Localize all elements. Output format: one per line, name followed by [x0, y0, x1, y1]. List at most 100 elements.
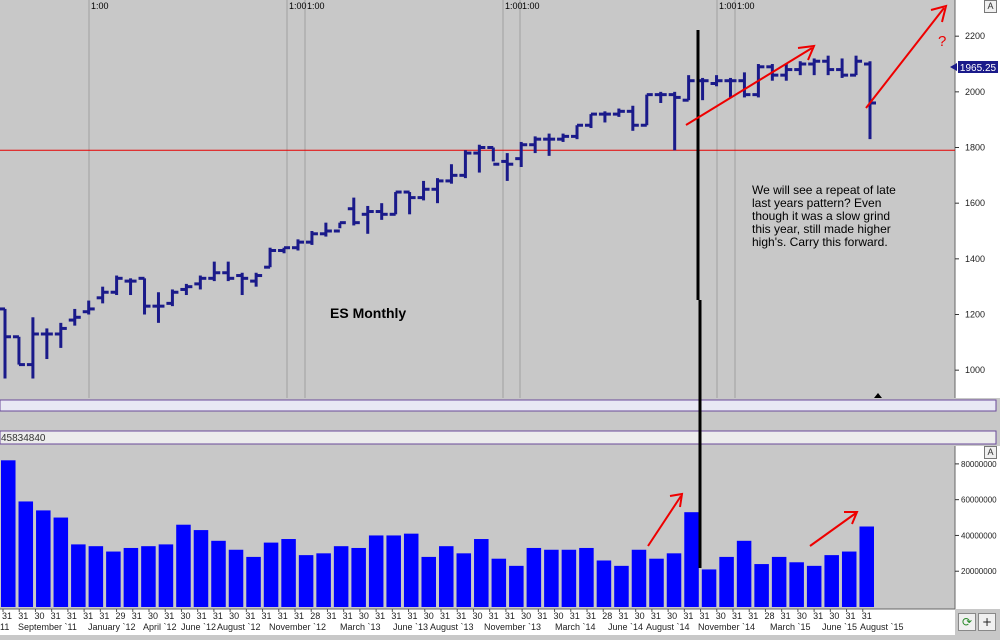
ohlc-bar: [501, 153, 514, 181]
time-tick-day: 31: [99, 611, 109, 621]
price-tick-label: 2000: [965, 87, 985, 97]
arrow-up-2: [865, 7, 945, 109]
volume-bar: [649, 558, 664, 607]
ohlc-bar: [333, 221, 346, 233]
plus-icon[interactable]: +: [978, 613, 996, 631]
time-axis: [0, 609, 955, 635]
time-tick-day: 31: [67, 611, 77, 621]
ohlc-bar: [571, 123, 584, 140]
time-tick-month: June `12: [181, 622, 216, 632]
ohlc-bar: [347, 197, 360, 226]
arrow-head-vol-2: [844, 511, 859, 525]
volume-bar: [71, 544, 86, 607]
refresh-icon[interactable]: ⟳: [958, 613, 976, 631]
volume-bar: [421, 556, 436, 607]
ohlc-bar: [794, 61, 807, 76]
ohlc-bar: [850, 55, 863, 77]
time-tick-day: 30: [424, 611, 434, 621]
volume-bar: [123, 547, 139, 607]
volume-bar: [754, 564, 769, 607]
time-tick-day: 31: [570, 611, 580, 621]
arrow-head-vol-1: [669, 492, 684, 508]
ohlc-bar: [403, 190, 416, 215]
time-tick-day: 31: [408, 611, 418, 621]
volume-bar: [684, 512, 699, 607]
volume-bar: [351, 547, 366, 607]
time-tick-day: 31: [586, 611, 596, 621]
ohlc-bar: [389, 190, 402, 216]
ohlc-bar: [738, 72, 751, 98]
ohlc-bar: [822, 55, 835, 76]
arrow-up-1: [685, 47, 813, 126]
volume-tick-label: 60000000: [961, 496, 997, 505]
price-label: 1965.25: [960, 63, 997, 74]
volume-bar: [474, 539, 489, 607]
price-tick-label: 1000: [965, 365, 985, 375]
time-tick-month: June `14: [608, 622, 643, 632]
session-label: 1:00: [522, 1, 540, 11]
price-ticks: 1000 1200 1400 1600 1800 2000 2200: [955, 31, 985, 375]
volume-bar: [246, 556, 261, 607]
time-tick-month: November `14: [698, 622, 755, 632]
price-marker: [950, 63, 957, 71]
time-tick-day: 31: [781, 611, 791, 621]
volume-tick-label: 40000000: [961, 531, 997, 540]
volume-bar: [88, 546, 104, 607]
price-panel-marker: [874, 393, 882, 398]
volume-bar: [193, 530, 209, 607]
time-tick-day: 28: [764, 611, 774, 621]
time-tick-day: 31: [683, 611, 693, 621]
time-tick-day: 31: [278, 611, 288, 621]
volume-bar: [211, 540, 226, 607]
time-tick-month: March `13: [340, 622, 381, 632]
ohlc-bar: [194, 275, 207, 290]
ohlc-bar: [278, 246, 291, 254]
session-label: 1:00: [91, 1, 109, 11]
ohlc-bar: [138, 276, 151, 315]
volume-bar: [158, 544, 174, 607]
time-tick-day: 30: [716, 611, 726, 621]
arrow-head-1: [797, 44, 816, 61]
ohlc-bar: [598, 111, 611, 123]
volume-header-bar: [0, 430, 997, 445]
volume-bar: [806, 565, 822, 607]
time-tick-day: 30: [34, 611, 44, 621]
ohlc-bar: [96, 286, 109, 304]
price-tick-label: 1800: [965, 143, 985, 153]
volume-bar: [736, 540, 752, 607]
time-tick-month: August `12: [217, 622, 261, 632]
volume-series: [1, 460, 874, 607]
time-tick-month: November `13: [484, 622, 541, 632]
volume-autoscale-button[interactable]: A: [984, 446, 997, 459]
time-tick-day: 31: [375, 611, 385, 621]
volume-bar: [824, 555, 839, 607]
session-label: 1:00: [505, 1, 523, 11]
time-tick-day: 31: [537, 611, 547, 621]
ohlc-bar: [54, 322, 67, 348]
price-tick-label: 1600: [965, 198, 985, 208]
volume-bar: [106, 551, 121, 607]
volume-bar: [614, 565, 629, 607]
ohlc-bar: [291, 239, 304, 251]
time-tick-day: 29: [116, 611, 126, 621]
volume-ticks: 20000000 40000000 60000000 80000000: [955, 460, 997, 576]
ohlc-bar: [236, 272, 249, 296]
gridlines: [88, 0, 736, 398]
ohlc-bar: [26, 317, 39, 379]
ohlc-bar: [654, 91, 667, 103]
volume-bar: [666, 553, 682, 607]
volume-bar: [544, 549, 559, 607]
time-tick-day: 31: [813, 611, 823, 621]
ohlc-bar: [417, 180, 430, 201]
ohlc-bar: [431, 178, 444, 204]
ohlc-bar: [361, 205, 374, 234]
time-tick-day: 31: [700, 611, 710, 621]
ohlc-bar: [124, 278, 137, 296]
ohlc-bar: [180, 283, 193, 296]
price-autoscale-button[interactable]: A: [984, 0, 997, 13]
time-tick-day: 30: [359, 611, 369, 621]
ohlc-bar: [529, 136, 542, 154]
time-tick-day: 30: [148, 611, 158, 621]
ohlc-bar: [375, 203, 388, 220]
time-tick-day: 31: [618, 611, 628, 621]
